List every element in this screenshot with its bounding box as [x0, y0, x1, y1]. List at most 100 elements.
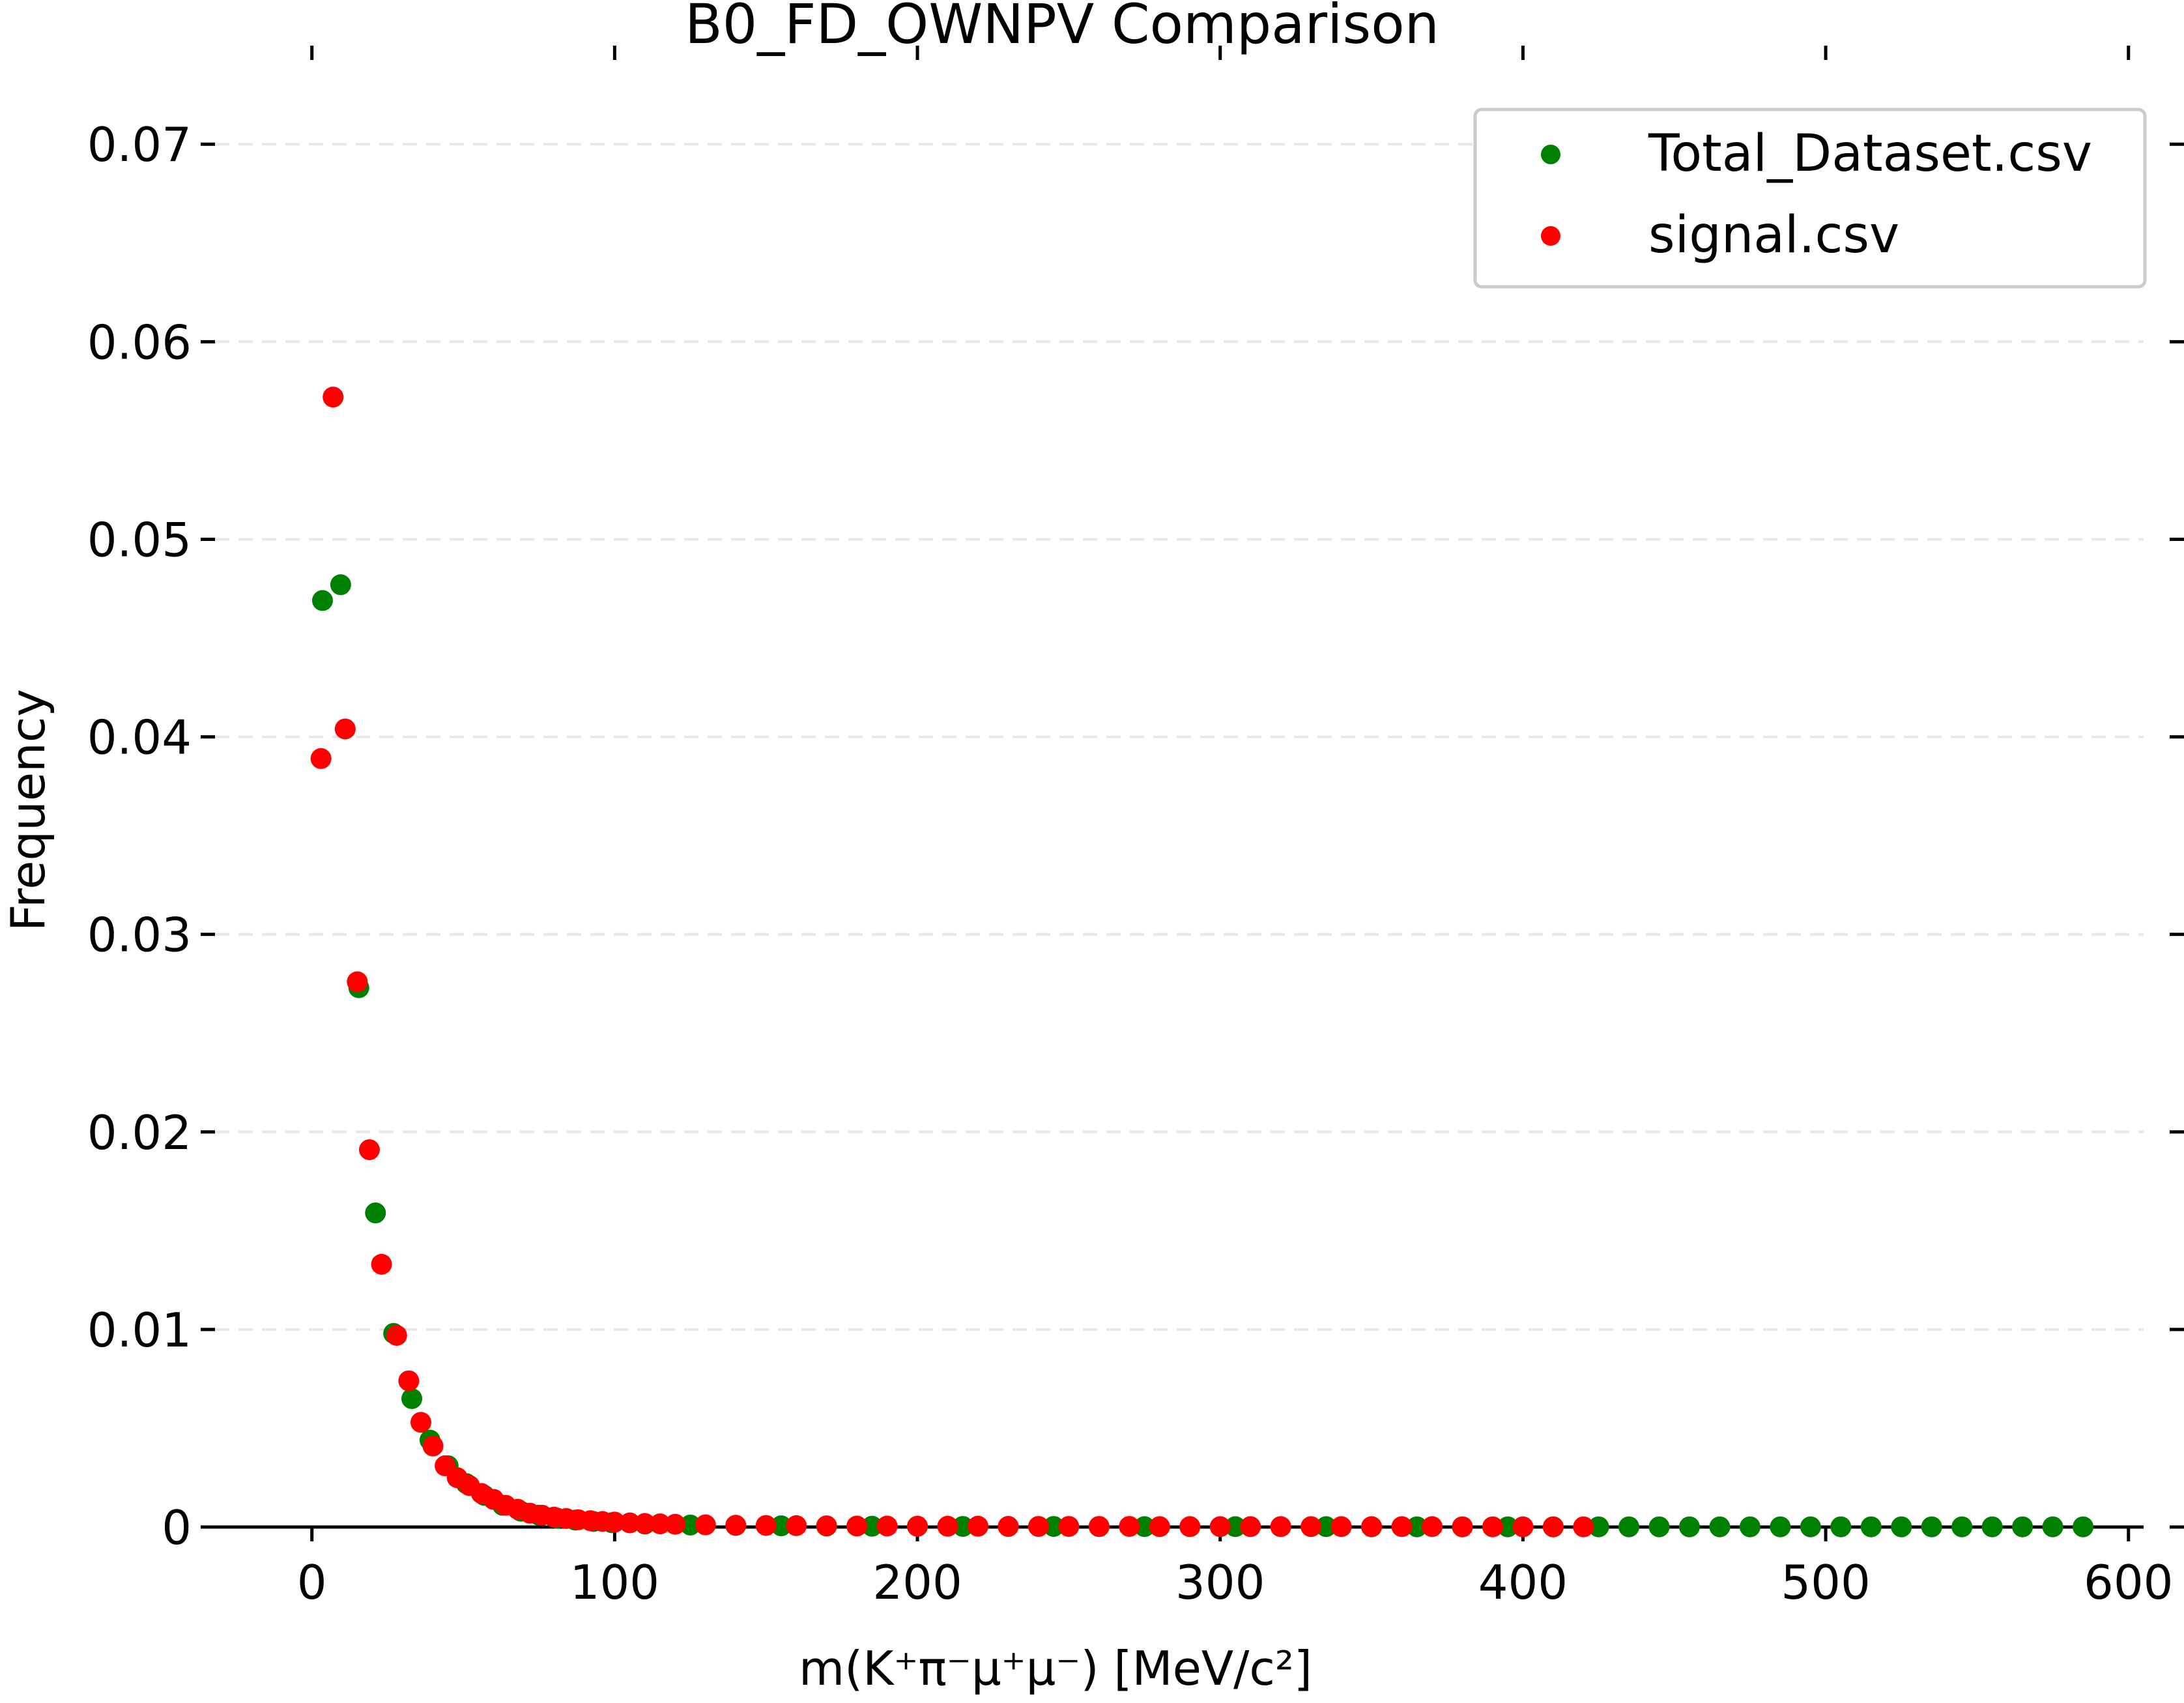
data-point — [1497, 1516, 1519, 1537]
legend-label-signal: signal.csv — [1648, 206, 1899, 265]
data-series — [310, 386, 2094, 1537]
data-point — [861, 1515, 883, 1537]
data-point — [1058, 1516, 1080, 1537]
y-tick-label: 0 — [162, 1500, 192, 1555]
y-tick-label: 0.03 — [87, 908, 192, 963]
data-point — [907, 1515, 928, 1537]
data-point — [846, 1515, 868, 1537]
data-point — [998, 1516, 1019, 1537]
data-point — [665, 1513, 686, 1535]
data-point — [619, 1512, 640, 1534]
data-point — [1027, 1516, 1049, 1537]
data-point — [422, 1435, 444, 1457]
y-axis-ticks: 0 0.01 0.02 0.03 0.04 0.05 0.06 0.07 — [87, 117, 2184, 1555]
data-point — [952, 1516, 973, 1537]
data-point — [1134, 1516, 1155, 1537]
data-point — [1951, 1516, 1973, 1537]
data-point — [1860, 1516, 1882, 1537]
data-point — [365, 1202, 386, 1224]
data-point — [634, 1513, 655, 1534]
data-point — [876, 1515, 898, 1537]
data-point — [1119, 1516, 1140, 1537]
data-point — [1240, 1516, 1261, 1537]
x-tick-label: 0 — [297, 1555, 327, 1610]
data-point — [1209, 1516, 1231, 1537]
data-point — [410, 1412, 431, 1433]
data-point — [604, 1511, 625, 1533]
data-point — [1678, 1516, 1700, 1537]
data-point — [770, 1515, 792, 1537]
x-axis-label: m(K⁺π⁻μ⁺μ⁻) [MeV/c²] — [799, 1641, 1312, 1696]
grid-lines — [215, 143, 2144, 1331]
series-total-dataset — [311, 574, 2094, 1537]
data-point — [1482, 1516, 1503, 1537]
data-point — [1452, 1516, 1473, 1537]
data-point — [1709, 1516, 1731, 1537]
data-point — [1921, 1516, 1942, 1537]
legend-label-total-dataset: Total_Dataset.csv — [1648, 124, 2092, 183]
y-tick-label: 0.05 — [87, 512, 192, 567]
data-point — [650, 1513, 671, 1535]
data-point — [786, 1515, 807, 1536]
data-point — [967, 1515, 988, 1537]
data-point — [330, 574, 351, 596]
data-point — [680, 1514, 701, 1536]
chart-title: B0_FD_OWNPV Comparison — [685, 0, 1439, 56]
y-tick-label: 0.02 — [87, 1105, 192, 1160]
data-point — [1422, 1516, 1443, 1537]
data-point — [1981, 1516, 2003, 1537]
data-point — [1770, 1516, 1791, 1537]
x-tick-label: 600 — [2084, 1555, 2173, 1610]
x-tick-label: 100 — [570, 1555, 659, 1610]
data-point — [816, 1515, 837, 1537]
data-point — [1088, 1516, 1110, 1537]
legend-frame — [1473, 108, 2147, 289]
x-tick-label: 200 — [872, 1555, 962, 1610]
y-axis-label: Frequency — [1, 689, 55, 931]
data-point — [2012, 1516, 2033, 1537]
data-point — [323, 386, 344, 408]
data-point — [1739, 1516, 1760, 1537]
data-point — [2042, 1516, 2063, 1537]
data-point — [1361, 1516, 1383, 1537]
data-point — [371, 1253, 392, 1275]
data-point — [1512, 1516, 1534, 1537]
data-point — [937, 1515, 958, 1537]
series-signal — [310, 386, 1594, 1537]
data-point — [1830, 1516, 1852, 1537]
x-tick-label: 500 — [1781, 1555, 1870, 1610]
data-point — [334, 718, 356, 740]
data-point — [347, 971, 368, 993]
data-point — [1179, 1516, 1201, 1537]
data-point — [1891, 1516, 1912, 1537]
legend-marker-total-dataset — [1541, 145, 1560, 164]
data-point — [310, 748, 332, 769]
data-point — [311, 590, 333, 611]
data-point — [1391, 1516, 1413, 1537]
data-point — [1270, 1516, 1291, 1537]
data-point — [1573, 1516, 1594, 1537]
data-point — [358, 1139, 380, 1161]
y-tick-label: 0.07 — [87, 117, 192, 172]
data-point — [1224, 1516, 1246, 1537]
y-tick-label: 0.04 — [87, 710, 192, 765]
x-tick-label: 400 — [1478, 1555, 1568, 1610]
data-point — [725, 1515, 747, 1536]
data-point — [1300, 1516, 1322, 1537]
data-point — [695, 1514, 716, 1536]
data-point — [398, 1370, 420, 1391]
data-point — [1588, 1516, 1609, 1537]
legend-marker-signal — [1541, 226, 1560, 246]
x-axis-ticks: 0 100 200 300 400 500 600 — [297, 46, 2173, 1610]
y-tick-label: 0.01 — [87, 1303, 192, 1358]
data-point — [1330, 1516, 1352, 1537]
y-tick-label: 0.06 — [87, 315, 192, 370]
x-tick-label: 300 — [1175, 1555, 1265, 1610]
data-point — [1406, 1516, 1428, 1537]
legend: Total_Dataset.csv signal.csv — [1473, 108, 2147, 289]
data-point — [1542, 1516, 1564, 1537]
data-point — [1043, 1516, 1065, 1537]
data-point — [2073, 1516, 2094, 1537]
data-point — [401, 1388, 423, 1409]
